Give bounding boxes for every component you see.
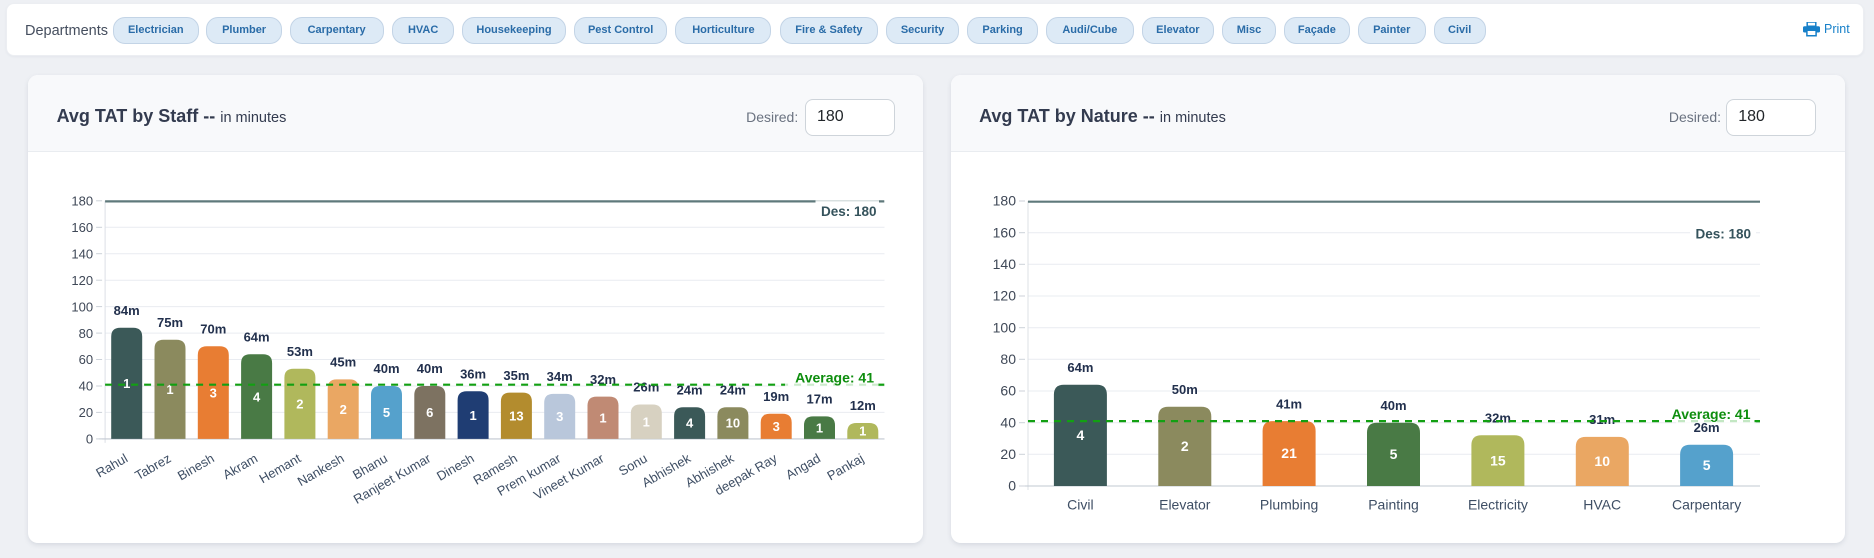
svg-text:26m: 26m (1694, 420, 1720, 435)
svg-text:1: 1 (599, 410, 606, 425)
svg-text:70m: 70m (200, 322, 226, 337)
svg-text:160: 160 (993, 224, 1017, 240)
svg-text:3: 3 (556, 409, 563, 424)
svg-text:Electricity: Electricity (1468, 497, 1528, 513)
svg-text:3: 3 (773, 419, 780, 434)
svg-text:180: 180 (993, 193, 1017, 209)
svg-text:Elevator: Elevator (1159, 497, 1211, 513)
svg-text:2: 2 (340, 402, 347, 417)
svg-text:120: 120 (71, 273, 93, 288)
svg-text:64m: 64m (1067, 360, 1093, 375)
svg-text:20: 20 (79, 405, 93, 420)
svg-text:40m: 40m (417, 361, 443, 376)
svg-text:4: 4 (253, 389, 261, 404)
svg-text:Dinesh: Dinesh (434, 451, 477, 484)
svg-text:35m: 35m (503, 368, 529, 383)
svg-text:140: 140 (71, 246, 93, 261)
svg-text:Abhishek: Abhishek (639, 450, 693, 490)
svg-text:100: 100 (993, 319, 1017, 335)
svg-text:HVAC: HVAC (1583, 497, 1621, 513)
svg-text:Akram: Akram (220, 451, 260, 483)
svg-text:84m: 84m (114, 303, 140, 318)
svg-text:Average: 41: Average: 41 (1672, 406, 1751, 422)
svg-text:3: 3 (210, 385, 217, 400)
svg-text:17m: 17m (806, 392, 832, 407)
svg-text:Rahul: Rahul (93, 450, 130, 480)
svg-text:75m: 75m (157, 315, 183, 330)
svg-text:0: 0 (86, 432, 93, 447)
svg-text:Average: 41: Average: 41 (795, 370, 874, 386)
svg-text:20: 20 (1000, 446, 1016, 462)
svg-text:40m: 40m (1380, 398, 1406, 413)
svg-text:2: 2 (1181, 438, 1189, 454)
svg-text:31m: 31m (1589, 412, 1615, 427)
svg-text:120: 120 (993, 288, 1017, 304)
svg-text:4: 4 (1077, 427, 1085, 443)
svg-text:Binesh: Binesh (175, 451, 217, 484)
svg-text:24m: 24m (720, 382, 746, 397)
svg-text:Carpentary: Carpentary (1672, 497, 1741, 513)
svg-text:21: 21 (1281, 445, 1297, 461)
svg-text:15: 15 (1490, 452, 1506, 468)
svg-text:40: 40 (1000, 414, 1016, 430)
svg-text:60: 60 (1000, 383, 1016, 399)
svg-text:10: 10 (1594, 453, 1610, 469)
svg-text:1: 1 (859, 424, 866, 439)
svg-text:36m: 36m (460, 367, 486, 382)
svg-text:Civil: Civil (1067, 497, 1093, 513)
svg-text:1: 1 (643, 414, 650, 429)
svg-text:Angad: Angad (783, 451, 823, 483)
svg-text:80: 80 (79, 326, 93, 341)
svg-text:53m: 53m (287, 344, 313, 359)
svg-text:0: 0 (1008, 478, 1016, 494)
svg-text:5: 5 (1703, 457, 1711, 473)
svg-text:64m: 64m (244, 329, 270, 344)
svg-text:5: 5 (383, 405, 390, 420)
svg-text:34m: 34m (547, 369, 573, 384)
svg-text:19m: 19m (763, 389, 789, 404)
svg-text:13: 13 (509, 409, 523, 424)
svg-text:Painting: Painting (1368, 497, 1419, 513)
svg-text:160: 160 (71, 220, 93, 235)
svg-text:80: 80 (1000, 351, 1016, 367)
svg-text:12m: 12m (850, 398, 876, 413)
svg-text:1: 1 (469, 408, 476, 423)
svg-text:24m: 24m (677, 382, 703, 397)
svg-text:6: 6 (426, 405, 433, 420)
svg-text:60: 60 (79, 352, 93, 367)
svg-text:45m: 45m (330, 355, 356, 370)
svg-text:Des: 180: Des: 180 (1695, 226, 1751, 241)
svg-text:50m: 50m (1172, 382, 1198, 397)
svg-text:Des: 180: Des: 180 (821, 204, 877, 219)
svg-text:100: 100 (71, 299, 93, 314)
svg-text:5: 5 (1390, 446, 1398, 462)
svg-text:40: 40 (79, 379, 93, 394)
svg-text:4: 4 (686, 416, 694, 431)
svg-text:Tabrez: Tabrez (132, 451, 173, 484)
svg-text:26m: 26m (633, 380, 659, 395)
svg-text:140: 140 (993, 256, 1017, 272)
svg-text:32m: 32m (590, 372, 616, 387)
svg-text:Pankaj: Pankaj (824, 450, 866, 483)
svg-text:180: 180 (71, 194, 93, 209)
svg-text:32m: 32m (1485, 411, 1511, 426)
svg-text:Plumbing: Plumbing (1260, 497, 1318, 513)
svg-text:Nankesh: Nankesh (295, 451, 347, 490)
svg-text:41m: 41m (1276, 396, 1302, 411)
svg-text:1: 1 (123, 376, 130, 391)
svg-text:1: 1 (166, 382, 173, 397)
svg-text:1: 1 (816, 420, 823, 435)
svg-text:2: 2 (296, 397, 303, 412)
svg-text:10: 10 (726, 416, 740, 431)
svg-text:40m: 40m (373, 361, 399, 376)
